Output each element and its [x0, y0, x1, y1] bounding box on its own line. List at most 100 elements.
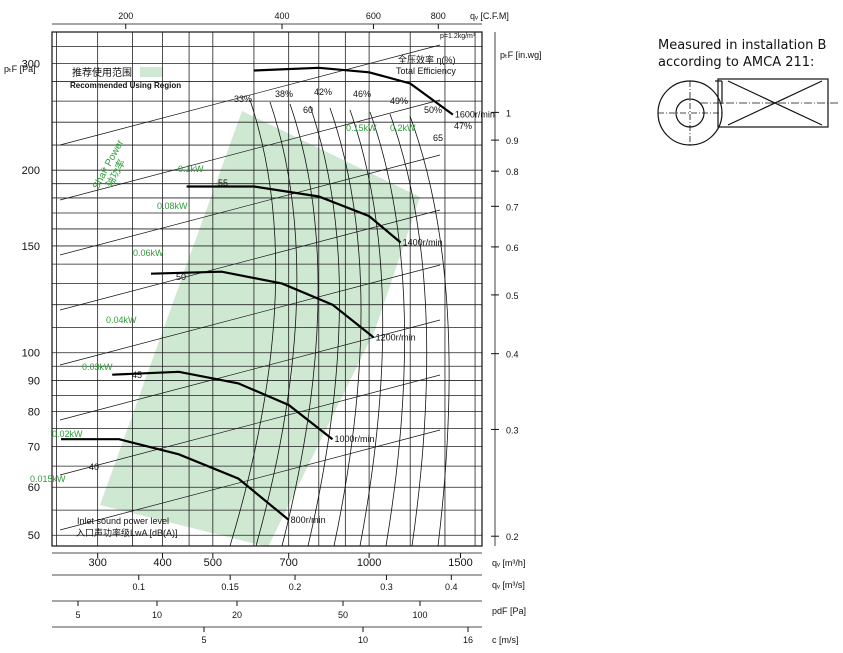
shaft-power-label: 0.06kW — [133, 248, 164, 258]
efficiency-curve — [229, 99, 277, 546]
y-right-tick-label: 0.6 — [506, 243, 519, 253]
x-m3h-tick-label: 1000 — [357, 557, 381, 569]
x-m3h-tick-label: 700 — [280, 557, 298, 569]
efficiency-label: 33% — [234, 94, 252, 104]
c-tick-label: 5 — [201, 635, 206, 645]
x-m3s-tick-label: 0.4 — [445, 582, 458, 592]
efficiency-curve — [281, 103, 319, 546]
x-m3s-tick-label: 0.3 — [380, 582, 393, 592]
region-legend-cn: 推荐使用范围 — [72, 66, 132, 79]
shaft-power-label: 0.08kW — [157, 201, 188, 211]
efficiency-legend-en: Total Efficiency — [396, 66, 456, 76]
sound-legend-en: Inlet sound power level — [77, 516, 169, 526]
system-curve — [59, 99, 441, 201]
y-left-tick-label: 150 — [22, 241, 40, 253]
x-m3h-tick-label: 300 — [88, 557, 106, 569]
speed-curve-2 — [150, 270, 375, 339]
speed-label: 800r/min — [291, 515, 326, 525]
speed-label: 1200r/min — [376, 332, 416, 342]
density-note: p=1.2kg/m³ — [440, 33, 476, 40]
y-left-tick-label: 50 — [28, 530, 40, 542]
y-left-tick-label: 90 — [28, 375, 40, 387]
efficiency-curve — [409, 115, 450, 546]
system-curve — [59, 209, 441, 311]
system-curve — [59, 264, 441, 366]
speed-label: 1400r/min — [403, 237, 443, 247]
pdf-tick-label: 10 — [152, 610, 162, 620]
y-left-tick-label: 60 — [28, 482, 40, 494]
y-left-tick-label: 70 — [28, 442, 40, 454]
efficiency-label: 49% — [390, 96, 408, 106]
region-legend-en: Recommended Using Region — [70, 81, 181, 90]
shaft-power-label: 0.1kW — [178, 164, 204, 174]
system-curve — [59, 374, 441, 476]
y-left-tick-label: 200 — [22, 165, 40, 177]
speed-curve-3 — [186, 185, 402, 244]
x-m3s-axis-label: qᵥ [m³/s] — [492, 580, 525, 590]
speed-curves — [61, 66, 454, 521]
speed-curve-4 — [253, 66, 454, 116]
x-m3h-tick-label: 400 — [153, 557, 171, 569]
system-curve — [59, 154, 441, 256]
x-top-tick-label: 200 — [118, 11, 133, 21]
speed-label: 1600r/min — [455, 110, 495, 120]
shaft-power-label: 0.015kW — [30, 474, 66, 484]
shaft-power-label: 0.2kW — [390, 123, 416, 133]
y-left-tick-label: 300 — [22, 58, 40, 70]
y-right-tick-label: 0.5 — [506, 291, 519, 301]
x-top-tick-label: 600 — [366, 11, 381, 21]
x-top-axis-label: qᵥ [C.F.M] — [470, 11, 509, 21]
plot-frame — [51, 31, 483, 547]
pdf-tick-label: 20 — [232, 610, 242, 620]
efficiency-label: 42% — [314, 87, 332, 97]
sound-level-label: 65 — [433, 133, 443, 143]
c-tick-label: 16 — [463, 635, 473, 645]
x-top-tick-label: 400 — [275, 11, 290, 21]
efficiency-curve — [369, 111, 405, 546]
x-m3h-axis-label: qᵥ [m³/h] — [492, 558, 525, 568]
y-left-tick-label: 80 — [28, 406, 40, 418]
efficiency-curve — [307, 105, 340, 546]
sound-level-label: 50 — [176, 272, 186, 282]
system-curve — [59, 429, 441, 531]
y-right-axis-label: pₜF [in.wg] — [500, 50, 542, 60]
x-m3h-tick-label: 1500 — [448, 557, 472, 569]
system-curve — [59, 319, 441, 421]
sound-level-label: 55 — [218, 178, 228, 188]
pdf-tick-label: 50 — [338, 610, 348, 620]
efficiency-curves — [59, 44, 450, 546]
efficiency-label: 47% — [454, 121, 472, 131]
shaft-power-label: 0.15kW — [346, 123, 377, 133]
installation-note-line1: Measured in installation B — [658, 38, 826, 53]
axes: 800r/min 1000r/min 1200r/min 1400r/min 1600r… — [4, 11, 542, 645]
y-right-tick-label: 0.2 — [506, 532, 519, 542]
sound-level-label: 60 — [303, 105, 313, 115]
y-right-tick-label: 0.4 — [506, 350, 519, 360]
efficiency-curve — [349, 109, 384, 546]
pdf-axis-label: pdF [Pa] — [492, 606, 526, 616]
speed-label: 1000r/min — [334, 434, 374, 444]
sound-level-label: 40 — [89, 462, 99, 472]
speed-curve-0 — [61, 438, 290, 521]
shaft-power-label: 0.02kW — [52, 429, 83, 439]
installation-note-line2: according to AMCA 211: — [658, 55, 814, 70]
x-m3s-tick-label: 0.15 — [221, 582, 239, 592]
y-right-tick-label: 0.9 — [506, 136, 519, 146]
shaft-power-label: 0.03kW — [82, 362, 113, 372]
installation-b-diagram — [657, 78, 840, 146]
sound-legend-cn: 入口声功率级LwA [dB(A)] — [76, 527, 178, 538]
region-swatch — [140, 67, 162, 77]
recommended-region — [100, 111, 420, 547]
y-right-tick-label: 1 — [506, 108, 511, 118]
efficiency-label: 46% — [353, 89, 371, 99]
speed-curve-1 — [112, 370, 334, 441]
efficiency-label: 50% — [424, 105, 442, 115]
pdf-tick-label: 100 — [412, 610, 427, 620]
efficiency-legend-cn: 全压效率 η(%) — [398, 54, 456, 65]
pdf-tick-label: 5 — [75, 610, 80, 620]
c-tick-label: 10 — [358, 635, 368, 645]
y-right-tick-label: 0.8 — [506, 167, 519, 177]
x-m3s-tick-label: 0.2 — [289, 582, 302, 592]
efficiency-curve — [329, 107, 362, 546]
